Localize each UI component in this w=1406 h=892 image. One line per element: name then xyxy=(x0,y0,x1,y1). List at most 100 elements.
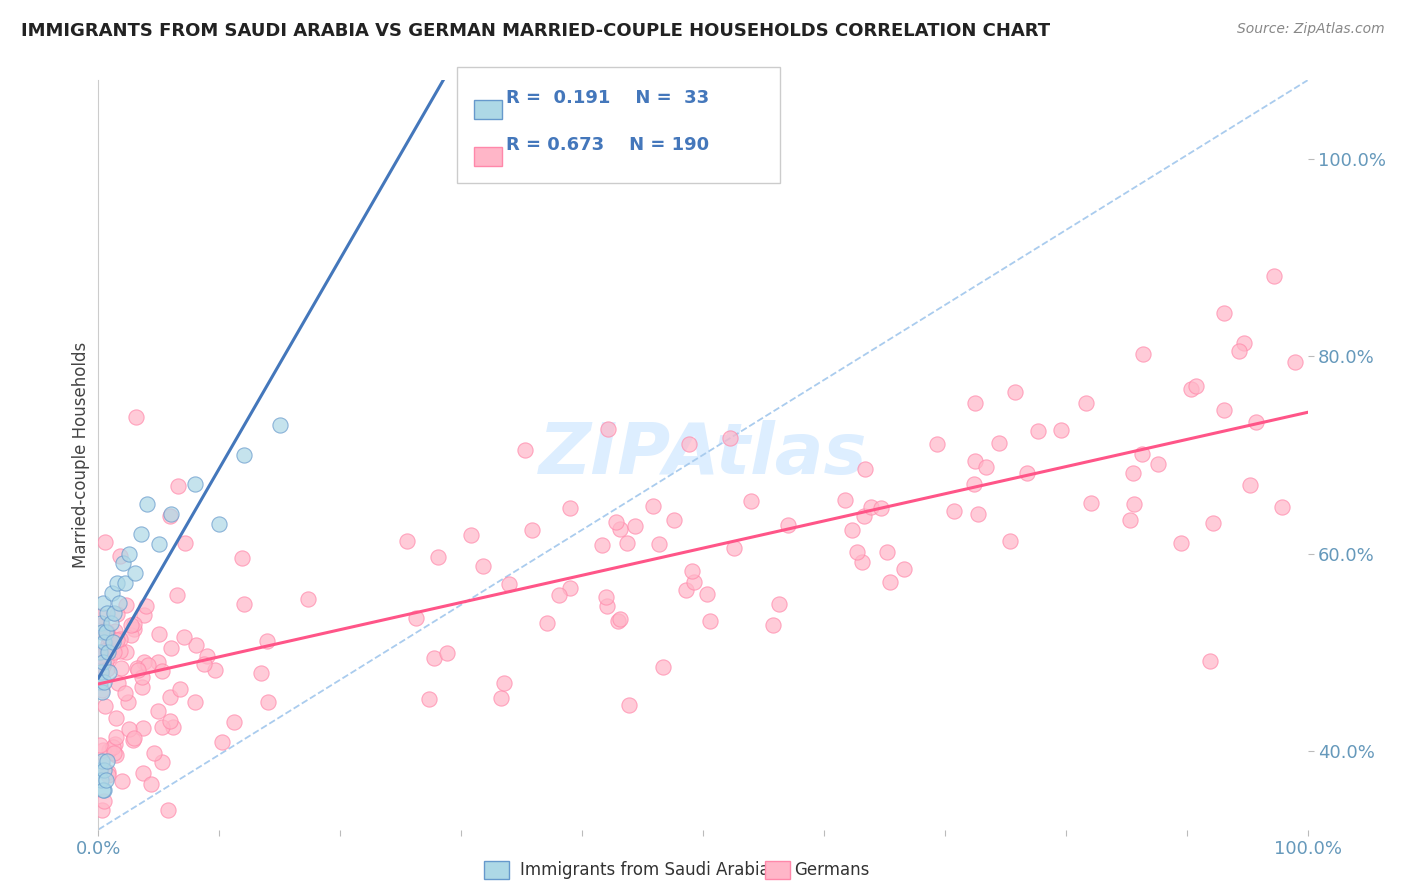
Point xyxy=(609,522,631,536)
Point xyxy=(111,774,134,789)
Point xyxy=(233,598,256,612)
Point xyxy=(127,663,149,677)
Point xyxy=(208,516,231,531)
Point xyxy=(146,655,169,669)
Point xyxy=(93,795,115,809)
Point xyxy=(681,564,703,578)
Point xyxy=(1147,457,1170,471)
Point xyxy=(90,758,112,772)
Point xyxy=(105,711,128,725)
Point xyxy=(135,599,157,613)
Point xyxy=(120,618,142,632)
Point xyxy=(436,646,458,660)
Point xyxy=(965,396,987,410)
Point xyxy=(1244,416,1267,430)
Point xyxy=(93,764,115,778)
Point xyxy=(204,663,226,677)
Point xyxy=(118,723,141,737)
Point xyxy=(124,622,146,636)
Point xyxy=(643,499,665,513)
Point xyxy=(103,645,125,659)
Point xyxy=(834,493,856,508)
Point xyxy=(89,649,111,664)
Point xyxy=(617,698,640,712)
Point xyxy=(132,721,155,735)
Point xyxy=(91,754,114,768)
Text: Germans: Germans xyxy=(794,861,870,879)
Point xyxy=(183,695,205,709)
Point xyxy=(89,738,111,752)
Point xyxy=(1202,516,1225,530)
Point xyxy=(596,599,619,613)
Point xyxy=(136,658,159,673)
Point xyxy=(184,639,207,653)
Point xyxy=(405,610,427,624)
Point xyxy=(1017,466,1039,480)
Point xyxy=(460,528,482,542)
Point xyxy=(107,675,129,690)
Point xyxy=(110,549,132,563)
Point xyxy=(104,737,127,751)
Point xyxy=(131,670,153,684)
Point xyxy=(426,550,449,565)
Point xyxy=(96,662,118,676)
Point xyxy=(222,714,245,729)
Point xyxy=(845,545,868,559)
Point xyxy=(107,633,129,648)
Point xyxy=(841,523,863,537)
Point xyxy=(159,508,181,523)
Point xyxy=(675,583,697,598)
Point xyxy=(652,660,675,674)
Point xyxy=(1227,344,1250,359)
Text: R = 0.673    N = 190: R = 0.673 N = 190 xyxy=(506,136,709,154)
Text: Immigrants from Saudi Arabia: Immigrants from Saudi Arabia xyxy=(520,861,770,879)
Point xyxy=(942,504,965,518)
Point xyxy=(193,657,215,672)
Point xyxy=(988,435,1011,450)
Point xyxy=(623,519,645,533)
Point xyxy=(162,720,184,734)
Point xyxy=(105,576,128,591)
Point xyxy=(184,477,207,491)
Point xyxy=(97,645,120,659)
Point xyxy=(1199,654,1222,668)
Point xyxy=(492,675,515,690)
Point xyxy=(768,597,790,611)
Point xyxy=(1233,335,1256,350)
Point xyxy=(118,547,141,561)
Point xyxy=(558,501,581,516)
Point xyxy=(893,562,915,576)
Point xyxy=(139,777,162,791)
Point xyxy=(91,783,114,797)
Text: IMMIGRANTS FROM SAUDI ARABIA VS GERMAN MARRIED-COUPLE HOUSEHOLDS CORRELATION CHA: IMMIGRANTS FROM SAUDI ARABIA VS GERMAN M… xyxy=(21,22,1050,40)
Point xyxy=(269,418,291,433)
Point xyxy=(1132,347,1154,361)
Point xyxy=(150,665,173,679)
Point xyxy=(96,647,118,661)
Point xyxy=(89,664,111,678)
Point xyxy=(134,607,156,622)
Point xyxy=(125,661,148,675)
Point xyxy=(423,651,446,665)
Point xyxy=(91,596,114,610)
Point xyxy=(257,695,280,709)
Point xyxy=(93,535,115,549)
Point xyxy=(89,764,111,778)
Point xyxy=(395,533,418,548)
Point xyxy=(114,686,136,700)
Point xyxy=(256,634,278,648)
Point xyxy=(110,661,132,675)
Point xyxy=(94,654,117,668)
Point xyxy=(1004,385,1026,400)
Point xyxy=(156,803,179,817)
Point xyxy=(776,518,799,533)
Point xyxy=(1080,496,1102,510)
Point xyxy=(135,497,157,511)
Point xyxy=(1000,533,1022,548)
Point xyxy=(160,507,183,521)
Point xyxy=(195,648,218,663)
Text: R =  0.191    N =  33: R = 0.191 N = 33 xyxy=(506,89,709,107)
Text: Source: ZipAtlas.com: Source: ZipAtlas.com xyxy=(1237,22,1385,37)
Point xyxy=(159,641,181,656)
Point xyxy=(232,448,254,462)
